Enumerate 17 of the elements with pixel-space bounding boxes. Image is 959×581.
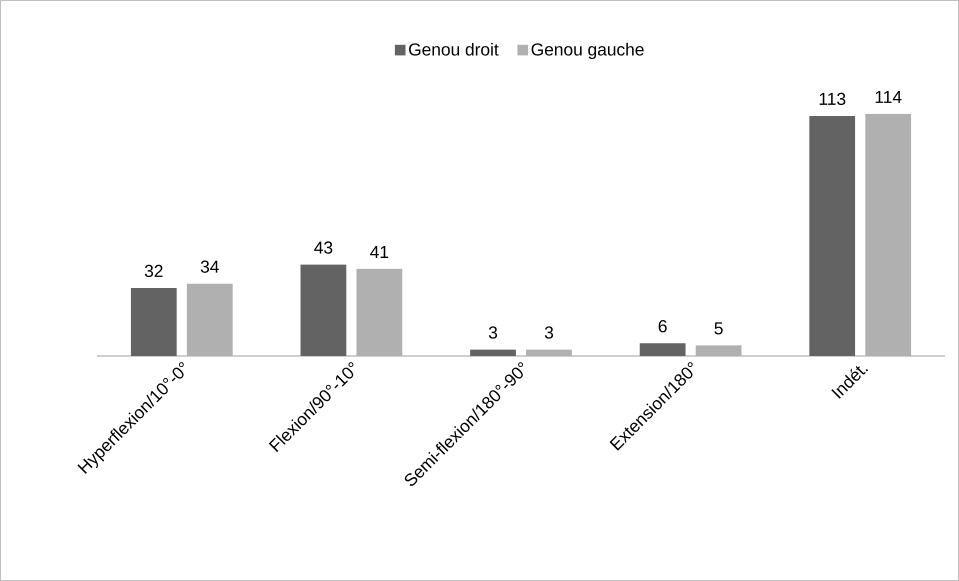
data-label: 41 [370,246,388,258]
legend-label: Genou gauche [532,42,644,60]
data-label: 43 [314,241,332,254]
data-label: 3 [544,326,554,339]
bar [130,288,177,356]
legend-label: Genou droit [409,42,499,56]
data-label: 34 [200,260,219,273]
data-label: 3 [488,326,498,339]
data-label: 6 [658,320,667,332]
data-label: 114 [876,90,902,103]
bar [640,343,686,356]
data-label: 5 [714,322,723,334]
bar [470,350,516,356]
data-label: 113 [820,92,846,106]
bar [809,116,856,356]
bar [300,264,346,356]
data-label: 32 [144,264,163,278]
